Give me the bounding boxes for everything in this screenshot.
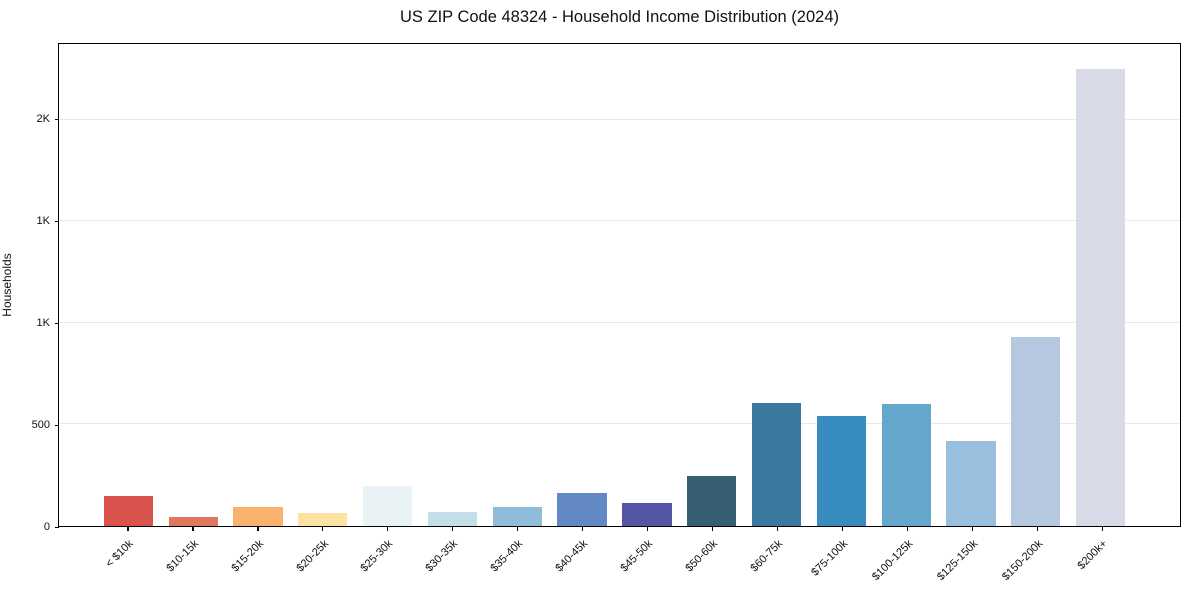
- bar-$40-45k: [557, 492, 607, 526]
- x-tick-mark: [971, 527, 973, 531]
- bar-$60-75k: [751, 403, 802, 526]
- x-tick-label: $200k+: [1075, 537, 1110, 572]
- x-tick-mark: [1036, 527, 1038, 531]
- y-tick-label: 500: [31, 419, 50, 432]
- bar-$150-200k: [1011, 337, 1061, 526]
- x-tick-< $10k: < $10k: [95, 527, 160, 587]
- x-tick-label: $60-75k: [748, 537, 786, 575]
- bar-$35-40k: [492, 506, 542, 526]
- x-tick-label: $50-60k: [683, 537, 721, 575]
- bar-$45-50k: [622, 502, 672, 526]
- x-tick-mark: [776, 527, 779, 531]
- bar-slot: [874, 44, 939, 526]
- bar-slot: [420, 44, 485, 526]
- bar-$200k+: [1075, 68, 1126, 526]
- x-tick-mark: [906, 527, 908, 531]
- x-tick-$60-75k: $60-75k: [744, 527, 809, 587]
- gridline-1000: [59, 321, 1180, 323]
- x-tick-mark: [711, 527, 714, 531]
- x-tick-$100-125k: $100-125k: [870, 527, 939, 587]
- plot-area: [58, 43, 1181, 527]
- x-tick-label: $45-50k: [618, 537, 656, 575]
- bar-slot: [615, 44, 680, 526]
- y-tick-label: 1K: [36, 317, 50, 330]
- x-tick-mark: [582, 527, 584, 531]
- y-tick-label: 1K: [36, 215, 50, 228]
- gridline-2000: [59, 118, 1180, 120]
- x-tick-label: $20-25k: [293, 537, 331, 575]
- x-tick-mark: [517, 527, 519, 531]
- x-tick-mark: [127, 527, 129, 531]
- x-tick-label: $25-30k: [358, 537, 396, 575]
- x-tick-label: < $10k: [103, 537, 136, 570]
- x-tick-label: $75-100k: [809, 537, 851, 579]
- x-tick-mark: [257, 527, 259, 531]
- y-tick-mark: [55, 118, 59, 120]
- y-tick-mark: [55, 424, 59, 426]
- bar-slot: [939, 44, 1004, 526]
- x-tick-$35-40k: $35-40k: [485, 527, 550, 587]
- x-tick-$125-150k: $125-150k: [935, 527, 1004, 587]
- y-tick-mark: [55, 526, 59, 528]
- bar-$75-100k: [816, 416, 866, 526]
- bar-$15-20k: [233, 506, 283, 526]
- x-tick-label: $15-20k: [228, 537, 266, 575]
- x-tick-$20-25k: $20-25k: [290, 527, 355, 587]
- bar-slot: [355, 44, 420, 526]
- x-tick-mark: [841, 527, 843, 531]
- bar-slot: [809, 44, 874, 526]
- x-tick-mark: [1101, 527, 1103, 531]
- bar-slot: [1068, 44, 1133, 526]
- bar-slot: [1003, 44, 1068, 526]
- y-tick-mark: [55, 220, 59, 222]
- x-axis-ticks: < $10k $10-15k $15-20k $20-25k $25-30k $30-35…: [58, 527, 1181, 587]
- bar-slot: [290, 44, 355, 526]
- x-tick-$25-30k: $25-30k: [355, 527, 420, 587]
- bar-$50-60k: [687, 476, 737, 526]
- x-tick-label: $35-40k: [488, 537, 526, 575]
- x-tick-$40-45k: $40-45k: [550, 527, 615, 587]
- x-tick-label: $10-15k: [164, 537, 201, 575]
- y-tick-label: 2K: [36, 113, 50, 126]
- bar-$30-35k: [427, 511, 478, 526]
- y-axis-ticks: 0 500 1K 1K 2K: [0, 43, 59, 533]
- bar-slot: [550, 44, 615, 526]
- bar-$20-25k: [298, 512, 348, 526]
- x-tick-label: $40-45k: [553, 537, 591, 575]
- bar-< $10k: [103, 495, 154, 526]
- y-tick-label: 0: [43, 521, 50, 533]
- bar-slot: [96, 44, 161, 526]
- y-tick-mark: [55, 322, 59, 324]
- bar-$100-125k: [881, 404, 931, 526]
- bar-$25-30k: [363, 486, 413, 526]
- x-tick-$50-60k: $50-60k: [679, 527, 744, 587]
- x-tick-$30-35k: $30-35k: [420, 527, 485, 587]
- x-tick-mark: [387, 527, 389, 531]
- x-tick-label: $30-35k: [423, 537, 461, 575]
- x-tick-mark: [452, 527, 454, 531]
- x-tick-mark: [322, 527, 324, 531]
- gridline-500: [59, 423, 1180, 425]
- x-tick-label: $150-200k: [999, 537, 1045, 584]
- x-tick-$45-50k: $45-50k: [615, 527, 680, 587]
- x-tick-$75-100k: $75-100k: [809, 527, 874, 587]
- x-tick-$15-20k: $15-20k: [225, 527, 290, 587]
- bars-layer: [59, 44, 1180, 526]
- bar-slot: [485, 44, 550, 526]
- x-tick-label: $100-125k: [869, 537, 915, 584]
- x-tick-$200k+: $200k+: [1069, 527, 1134, 587]
- chart-title: US ZIP Code 48324 - Household Income Dis…: [399, 8, 839, 26]
- x-tick-mark: [646, 527, 649, 531]
- bar-slot: [679, 44, 744, 526]
- bar-$125-150k: [946, 440, 996, 526]
- bar-slot: [226, 44, 291, 526]
- x-tick-label: $125-150k: [934, 537, 980, 584]
- bar-$10-15k: [168, 516, 218, 526]
- x-tick-$150-200k: $150-200k: [1000, 527, 1069, 587]
- x-tick-$10-15k: $10-15k: [160, 527, 225, 587]
- bar-slot: [161, 44, 226, 526]
- gridline-1500: [59, 220, 1180, 222]
- bar-slot: [744, 44, 809, 526]
- x-tick-mark: [192, 527, 194, 531]
